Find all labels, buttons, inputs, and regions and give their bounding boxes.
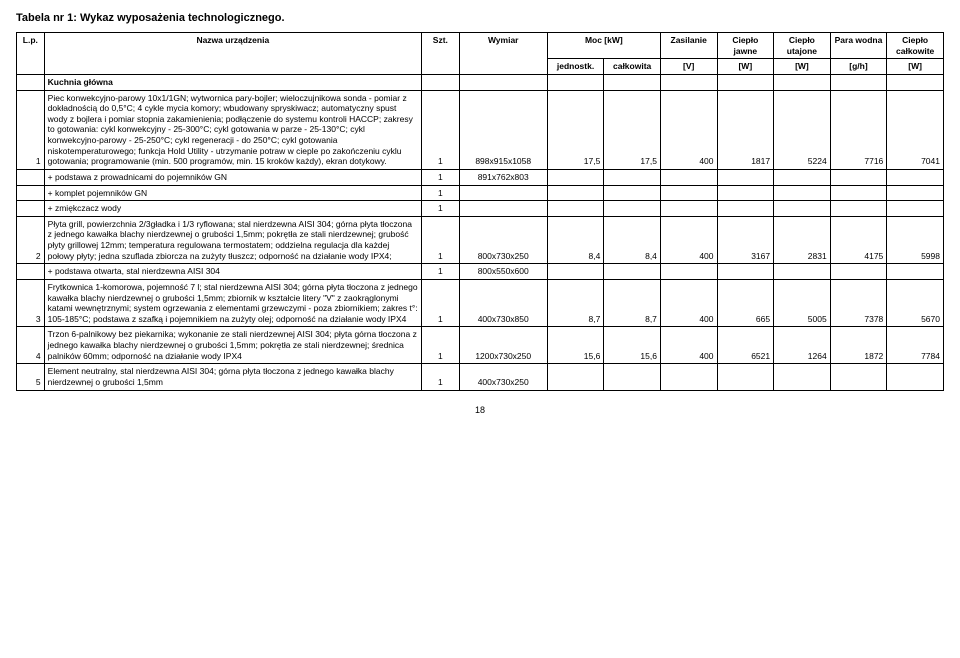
- szt: 1: [421, 327, 459, 364]
- lp: 4: [17, 327, 45, 364]
- wymiar: 800x550x600: [459, 264, 547, 280]
- table-row: + podstawa otwarta, stal nierdzewna AISI…: [17, 264, 944, 280]
- th-c2b: [W]: [774, 59, 831, 75]
- th-moc-c: całkowita: [604, 59, 661, 75]
- c4: 5998: [887, 216, 944, 264]
- c4: 7784: [887, 327, 944, 364]
- table-row: 4 Trzon 6-palnikowy bez piekarnika; wyko…: [17, 327, 944, 364]
- th-moc-j: jednostk.: [547, 59, 604, 75]
- desc: Trzon 6-palnikowy bez piekarnika; wykona…: [44, 327, 421, 364]
- c4: 7041: [887, 90, 944, 169]
- c2: 5224: [774, 90, 831, 169]
- szt: 1: [421, 185, 459, 201]
- wymiar: 400x730x850: [459, 279, 547, 327]
- lp: 2: [17, 216, 45, 264]
- desc: Piec konwekcyjno-parowy 10x1/1GN; wytwor…: [44, 90, 421, 169]
- page-number: 18: [16, 405, 944, 415]
- th-zas-u: [V]: [660, 59, 717, 75]
- wymiar: 898x915x1058: [459, 90, 547, 169]
- zas: 400: [660, 279, 717, 327]
- equipment-table: L.p. Nazwa urządzenia Szt. Wymiar Moc [k…: [16, 32, 944, 391]
- section-title: Kuchnia główna: [44, 74, 421, 90]
- lp: 5: [17, 364, 45, 390]
- zas: 400: [660, 216, 717, 264]
- m2: 8,4: [604, 216, 661, 264]
- table-row: 1 Piec konwekcyjno-parowy 10x1/1GN; wytw…: [17, 90, 944, 169]
- table-row: 2 Płyta grill, powierzchnia 2/3gładka i …: [17, 216, 944, 264]
- th-c4a: Ciepło całkowite: [887, 33, 944, 59]
- table-row: 3 Frytkownica 1-komorowa, pojemność 7 l;…: [17, 279, 944, 327]
- wymiar: 891x762x803: [459, 169, 547, 185]
- desc: Płyta grill, powierzchnia 2/3gładka i 1/…: [44, 216, 421, 264]
- m1: 15,6: [547, 327, 604, 364]
- table-row: 5 Element neutralny, stal nierdzewna AIS…: [17, 364, 944, 390]
- desc: + komplet pojemników GN: [44, 185, 421, 201]
- lp: 3: [17, 279, 45, 327]
- th-c3b: [g/h]: [830, 59, 887, 75]
- wymiar: 1200x730x250: [459, 327, 547, 364]
- c2: 2831: [774, 216, 831, 264]
- lp: 1: [17, 90, 45, 169]
- szt: 1: [421, 364, 459, 390]
- m2: 17,5: [604, 90, 661, 169]
- th-c4b: [W]: [887, 59, 944, 75]
- th-moc: Moc [kW]: [547, 33, 660, 59]
- desc: + podstawa otwarta, stal nierdzewna AISI…: [44, 264, 421, 280]
- szt: 1: [421, 169, 459, 185]
- table-row: + komplet pojemników GN 1: [17, 185, 944, 201]
- table-row: + podstawa z prowadnicami do pojemników …: [17, 169, 944, 185]
- desc: Element neutralny, stal nierdzewna AISI …: [44, 364, 421, 390]
- table-row: + zmiękczacz wody 1: [17, 201, 944, 217]
- c3: 1872: [830, 327, 887, 364]
- c1: 665: [717, 279, 774, 327]
- c2: 1264: [774, 327, 831, 364]
- szt: 1: [421, 279, 459, 327]
- desc: + podstawa z prowadnicami do pojemników …: [44, 169, 421, 185]
- th-c2a: Ciepło utajone: [774, 33, 831, 59]
- th-zas: Zasilanie: [660, 33, 717, 59]
- m1: 17,5: [547, 90, 604, 169]
- th-lp: L.p.: [17, 33, 45, 75]
- wymiar: 400x730x250: [459, 364, 547, 390]
- m1: 8,7: [547, 279, 604, 327]
- c2: 5005: [774, 279, 831, 327]
- c1: 1817: [717, 90, 774, 169]
- th-szt: Szt.: [421, 33, 459, 75]
- m2: 8,7: [604, 279, 661, 327]
- m2: 15,6: [604, 327, 661, 364]
- th-c1b: [W]: [717, 59, 774, 75]
- wymiar: 800x730x250: [459, 216, 547, 264]
- c1: 6521: [717, 327, 774, 364]
- c3: 4175: [830, 216, 887, 264]
- desc: Frytkownica 1-komorowa, pojemność 7 l; s…: [44, 279, 421, 327]
- c1: 3167: [717, 216, 774, 264]
- szt: 1: [421, 264, 459, 280]
- szt: 1: [421, 216, 459, 264]
- m1: 8,4: [547, 216, 604, 264]
- szt: 1: [421, 201, 459, 217]
- zas: 400: [660, 90, 717, 169]
- th-nazwa: Nazwa urządzenia: [44, 33, 421, 75]
- szt: 1: [421, 90, 459, 169]
- th-wymiar: Wymiar: [459, 33, 547, 75]
- zas: 400: [660, 327, 717, 364]
- th-c1a: Ciepło jawne: [717, 33, 774, 59]
- c4: 5670: [887, 279, 944, 327]
- c3: 7378: [830, 279, 887, 327]
- th-c3a: Para wodna: [830, 33, 887, 59]
- section-row: Kuchnia główna: [17, 74, 944, 90]
- table-title: Tabela nr 1: Wykaz wyposażenia technolog…: [16, 12, 944, 24]
- desc: + zmiękczacz wody: [44, 201, 421, 217]
- c3: 7716: [830, 90, 887, 169]
